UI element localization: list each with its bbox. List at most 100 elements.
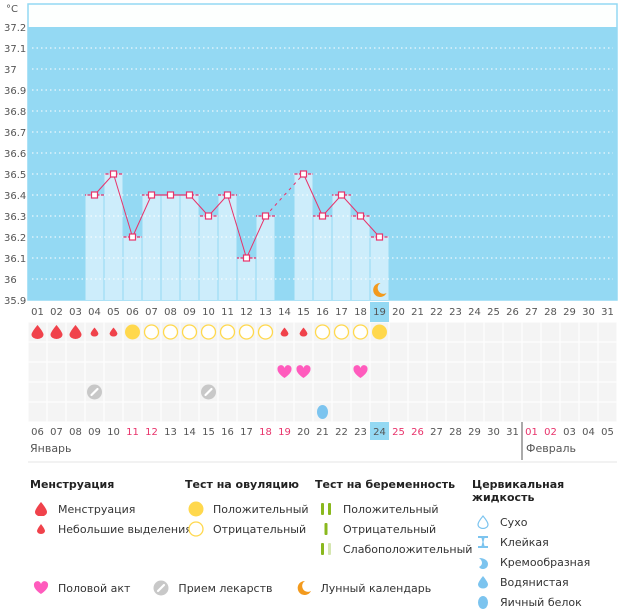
grid-cell — [598, 362, 617, 382]
grid-cell — [522, 382, 541, 402]
temperature-point — [90, 191, 99, 199]
empty-circle-icon — [181, 324, 198, 340]
grid-cell — [180, 382, 199, 402]
grid-cell — [237, 342, 256, 362]
legend-item: Отрицательный — [315, 519, 472, 539]
legend-item: Водянистая — [472, 572, 626, 592]
cycle-day-label: 13 — [259, 307, 272, 318]
cycle-day-label: 16 — [316, 307, 329, 318]
grid-cell — [256, 362, 275, 382]
legend-label: Половой акт — [58, 581, 131, 595]
legend-item: Прием лекарств — [150, 578, 273, 598]
legend-item: Положительный — [315, 499, 472, 519]
grid-cell — [142, 362, 161, 382]
temperature-line — [227, 194, 247, 259]
calendar-date-label: 12 — [145, 427, 158, 438]
grid-cell — [465, 382, 484, 402]
grid-cell — [446, 402, 465, 422]
grid-cell — [598, 382, 617, 402]
cycle-day-label: 28 — [544, 307, 557, 318]
calendar-date-label: 04 — [582, 427, 595, 438]
y-tick-label: 36.3 — [4, 212, 26, 223]
grid-cell — [123, 362, 142, 382]
cycle-day-label: 31 — [601, 307, 614, 318]
grid-cell — [598, 342, 617, 362]
empty-circle-icon — [200, 324, 217, 340]
grid-cell — [408, 362, 427, 382]
empty-circle-icon — [219, 324, 236, 340]
empty-circle-icon — [352, 324, 369, 340]
grid-cell — [427, 342, 446, 362]
grid-cell — [351, 342, 370, 362]
pill-icon-stripe — [204, 387, 213, 397]
legend-title: Тест на беременность — [315, 478, 456, 491]
grid-cell — [522, 342, 541, 362]
calendar-date-label: 02 — [544, 427, 557, 438]
grid-cell — [465, 322, 484, 342]
watery-icon — [472, 575, 494, 589]
temperature-bar — [332, 195, 351, 300]
grid-cell — [28, 362, 47, 382]
temperature-point — [299, 170, 308, 178]
calendar-date-label: 16 — [221, 427, 234, 438]
small-drop-icon — [30, 524, 52, 534]
legend-menstruation: Менструация Менструация Небольшие выделе… — [30, 478, 192, 539]
bbt-chart: °C 37.2 37.1 37 36.9 36.8 36.7 36.6 36.5 36.4 36.3… — [4, 3, 618, 463]
legend-label: Лунный календарь — [320, 581, 432, 595]
temperature-line — [113, 173, 133, 238]
temperature-bar — [180, 195, 199, 300]
calendar-date-label: 31 — [506, 427, 519, 438]
filled-circle-icon — [185, 501, 207, 517]
temperature-point — [147, 191, 156, 199]
grid-cell — [218, 402, 237, 422]
grid-cell — [313, 342, 332, 362]
temperature-bar — [161, 195, 180, 300]
cycle-day-label: 17 — [335, 307, 348, 318]
small-drop-icon — [109, 327, 118, 337]
grid-cell — [427, 322, 446, 342]
empty-circle-icon — [314, 324, 331, 340]
calendar-date-label: 17 — [240, 427, 253, 438]
empty-circle-icon — [257, 324, 274, 340]
temperature-point — [223, 191, 232, 199]
grid-cell — [28, 342, 47, 362]
dry-icon — [472, 515, 494, 529]
grid-cell — [332, 362, 351, 382]
grid-cell — [446, 322, 465, 342]
legend-pregnancy: Тест на беременность Положительный Отриц… — [315, 478, 472, 559]
y-unit-label: °C — [6, 4, 18, 15]
temperature-line — [303, 173, 323, 217]
calendar-date-label: 27 — [430, 427, 443, 438]
grid-cell — [370, 362, 389, 382]
grid-cell — [370, 342, 389, 362]
pill-icon-stripe — [90, 387, 99, 397]
grid-cell — [503, 402, 522, 422]
calendar-date-label: 06 — [31, 427, 44, 438]
temperature-point — [242, 254, 251, 262]
grid-cell — [123, 382, 142, 402]
grid-cell — [408, 342, 427, 362]
temperature-point — [204, 212, 213, 220]
legend-label: Клейкая — [500, 535, 549, 549]
temperature-bar — [313, 216, 332, 300]
month-label: Февраль — [526, 442, 576, 455]
current-day-highlight — [370, 302, 389, 320]
calendar-date-label: 14 — [183, 427, 196, 438]
grid-cell — [256, 382, 275, 402]
current-day-marker — [370, 320, 389, 322]
faint-lines-icon — [315, 542, 337, 556]
y-tick-label: 37.2 — [4, 23, 26, 34]
grid-cell — [598, 402, 617, 422]
grid-cell — [541, 402, 560, 422]
legend-label: Отрицательный — [343, 522, 437, 536]
grid-cell — [541, 362, 560, 382]
drop-icon — [69, 325, 82, 339]
temperature-point — [261, 212, 270, 220]
grid-cell — [66, 402, 85, 422]
grid-cell — [66, 342, 85, 362]
grid-cell — [579, 402, 598, 422]
calendar-date-label: 03 — [563, 427, 576, 438]
grid-cell — [199, 402, 218, 422]
legend-item: Сухо — [472, 512, 626, 532]
cycle-day-label: 30 — [582, 307, 595, 318]
